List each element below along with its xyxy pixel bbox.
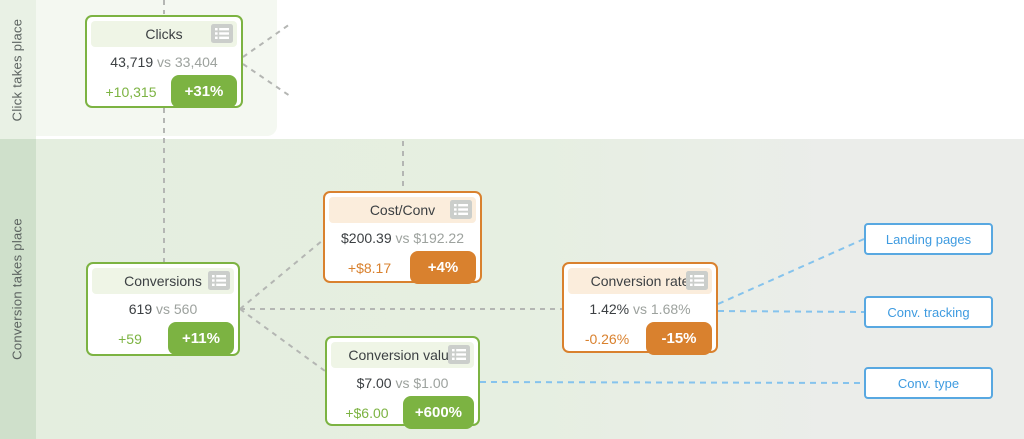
metric-delta-row: +$6.00 +600% — [331, 396, 474, 429]
previous-value: 560 — [173, 301, 198, 317]
metric-comparison: 619 vs 560 — [92, 301, 234, 317]
card-title: Clicks — [145, 26, 183, 42]
vs-label: vs — [157, 54, 171, 70]
percent-change-badge: +600% — [402, 396, 474, 429]
delta-value: +10,315 — [105, 83, 157, 100]
table-details-icon[interactable] — [211, 24, 233, 43]
metric-card-cost-per-conv[interactable]: Cost/Conv $200.39 vs $192.22 +$8.17 +4% — [323, 191, 482, 284]
table-details-icon[interactable] — [208, 271, 230, 290]
metric-delta-row: +$8.17 +4% — [329, 251, 476, 284]
previous-value: $1.00 — [413, 375, 449, 391]
metric-card-clicks[interactable]: Clicks 43,719 vs 33,404 +10,315 +31% — [85, 15, 243, 108]
card-header: Cost/Conv — [329, 197, 476, 223]
metric-comparison: 43,719 vs 33,404 — [91, 54, 237, 70]
delta-value: +59 — [118, 330, 142, 347]
metric-card-conversion-value[interactable]: Conversion value $7.00 vs $1.00 +$6.00 +… — [325, 336, 480, 429]
dimension-button-landing-pages[interactable]: Landing pages — [864, 223, 993, 255]
vs-label: vs — [395, 375, 410, 391]
table-details-icon[interactable] — [448, 345, 470, 364]
percent-change-badge: +31% — [171, 75, 237, 108]
lane-click-strip — [0, 0, 36, 139]
lane-conversion-strip — [0, 139, 36, 439]
metric-delta-row: +59 +11% — [92, 322, 234, 355]
previous-value: $192.22 — [413, 230, 464, 246]
current-value: 43,719 — [110, 54, 154, 70]
delta-value: +$8.17 — [347, 259, 392, 276]
vs-label: vs — [633, 301, 647, 317]
current-value: 619 — [128, 301, 153, 317]
current-value: $200.39 — [341, 230, 392, 246]
card-title: Conversion value — [348, 347, 457, 363]
card-header: Conversion rate — [568, 268, 712, 294]
metric-card-conversions[interactable]: Conversions 619 vs 560 +59 +11% — [86, 262, 240, 356]
metric-card-conversion-rate[interactable]: Conversion rate 1.42% vs 1.68% -0.26% -1… — [562, 262, 718, 355]
delta-value: -0.26% — [584, 330, 630, 347]
percent-change-badge: -15% — [646, 322, 712, 355]
lane-label-click: Click takes place — [9, 18, 25, 122]
current-value: 1.42% — [589, 301, 630, 317]
metric-delta-row: -0.26% -15% — [568, 322, 712, 355]
metric-comparison: $7.00 vs $1.00 — [331, 375, 474, 391]
previous-value: 1.68% — [650, 301, 691, 317]
delta-value: +$6.00 — [345, 404, 389, 421]
previous-value: 33,404 — [174, 54, 218, 70]
percent-change-badge: +11% — [168, 322, 234, 355]
current-value: $7.00 — [356, 375, 392, 391]
metric-delta-row: +10,315 +31% — [91, 75, 237, 108]
card-title: Cost/Conv — [369, 202, 436, 218]
dimension-button-conv-tracking[interactable]: Conv. tracking — [864, 296, 993, 328]
dimension-button-conv-type[interactable]: Conv. type — [864, 367, 993, 399]
vs-label: vs — [156, 301, 170, 317]
table-details-icon[interactable] — [686, 271, 708, 290]
metric-comparison: $200.39 vs $192.22 — [329, 230, 476, 246]
card-title: Conversion rate — [590, 273, 690, 289]
table-details-icon[interactable] — [450, 200, 472, 219]
card-header: Conversion value — [331, 342, 474, 368]
percent-change-badge: +4% — [410, 251, 476, 284]
card-title: Conversions — [124, 273, 202, 289]
card-header: Clicks — [91, 21, 237, 47]
vs-label: vs — [395, 230, 410, 246]
card-header: Conversions — [92, 268, 234, 294]
metric-comparison: 1.42% vs 1.68% — [568, 301, 712, 317]
lane-label-conversion: Conversion takes place — [9, 218, 25, 360]
